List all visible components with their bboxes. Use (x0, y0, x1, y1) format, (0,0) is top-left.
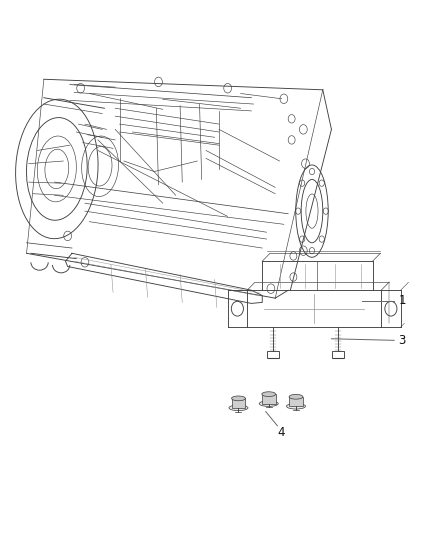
Ellipse shape (286, 403, 305, 409)
Ellipse shape (259, 401, 278, 406)
Ellipse shape (289, 394, 303, 399)
Ellipse shape (229, 405, 248, 410)
Text: 4: 4 (277, 426, 285, 439)
Bar (262, 394, 276, 403)
Ellipse shape (232, 396, 245, 401)
Text: 3: 3 (399, 334, 406, 347)
Bar (289, 397, 303, 406)
Bar (267, 351, 279, 358)
Bar (232, 398, 245, 408)
Bar (332, 351, 344, 358)
Ellipse shape (262, 392, 276, 397)
Text: 1: 1 (399, 294, 406, 308)
